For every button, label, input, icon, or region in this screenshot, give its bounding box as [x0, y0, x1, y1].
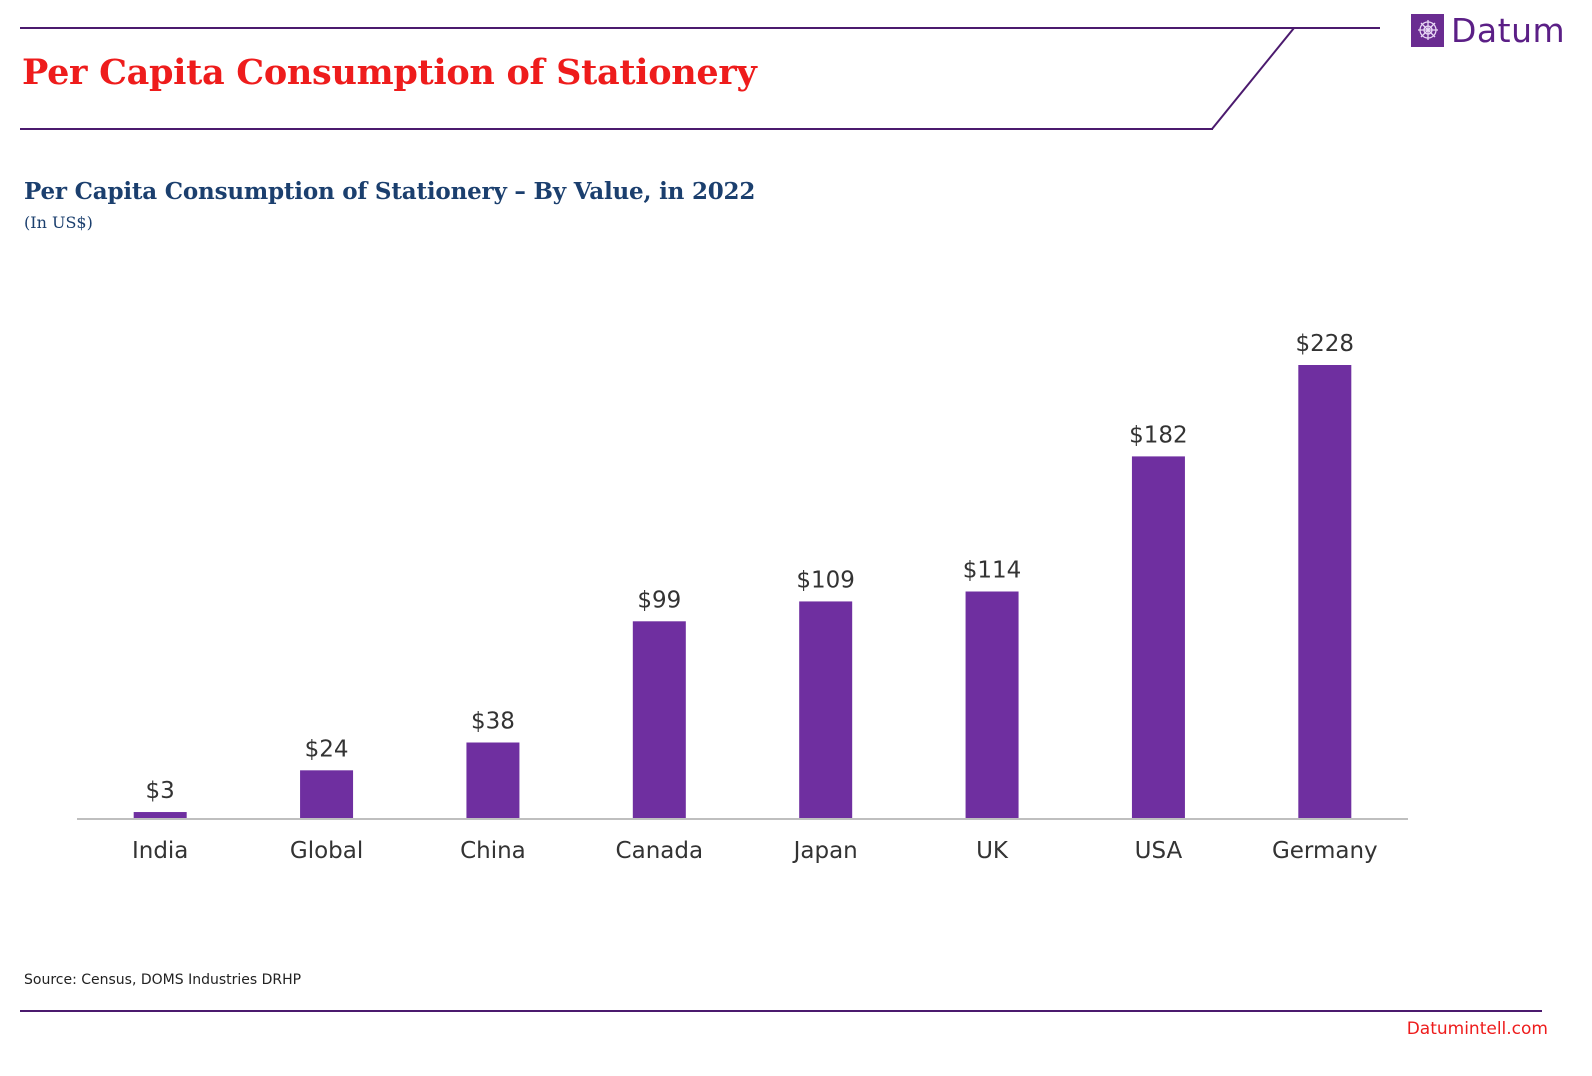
category-label-japan: Japan	[792, 838, 858, 864]
header-top-rule	[20, 27, 1295, 29]
category-label-china: China	[460, 838, 526, 864]
bar-china	[466, 742, 520, 818]
footer-rule	[20, 1010, 1542, 1012]
chart-title: Per Capita Consumption of Stationery – B…	[24, 178, 756, 205]
website-link[interactable]: Datumintell.com	[1406, 1019, 1548, 1039]
bar-global	[300, 770, 354, 818]
value-label-uk: $114	[963, 558, 1022, 584]
value-label-canada: $99	[637, 587, 681, 613]
logo-text: Datum	[1451, 10, 1566, 50]
category-label-india: India	[132, 838, 188, 864]
value-label-usa: $182	[1129, 422, 1188, 448]
category-label-global: Global	[290, 838, 363, 864]
bar-germany	[1298, 365, 1352, 818]
bar-canada	[632, 621, 686, 818]
bar-usa	[1131, 456, 1185, 818]
bar-india	[133, 812, 187, 818]
value-label-india: $3	[146, 778, 175, 804]
bar-chart: $3 India $24 Global $38 China $99 Canada $109 Jap…	[77, 331, 1408, 864]
bar-uk	[965, 591, 1019, 818]
header-bottom-rule	[20, 128, 1213, 130]
chart-subtitle: (In US$)	[24, 213, 93, 232]
category-label-usa: USA	[1135, 838, 1183, 864]
header-diagonal-rule	[1211, 27, 1295, 130]
value-label-china: $38	[471, 709, 515, 735]
source-note: Source: Census, DOMS Industries DRHP	[24, 972, 302, 988]
category-label-uk: UK	[976, 838, 1009, 864]
header-top-right-rule	[1293, 27, 1380, 29]
category-label-canada: Canada	[616, 838, 704, 864]
value-label-germany: $228	[1296, 331, 1355, 357]
value-label-japan: $109	[796, 567, 855, 593]
page-title: Per Capita Consumption of Stationery	[22, 52, 757, 93]
category-label-germany: Germany	[1272, 838, 1378, 864]
datum-grid-icon	[1411, 13, 1444, 47]
datum-logo[interactable]: Datum	[1411, 10, 1565, 50]
bar-japan	[799, 601, 853, 818]
value-label-global: $24	[305, 736, 349, 762]
